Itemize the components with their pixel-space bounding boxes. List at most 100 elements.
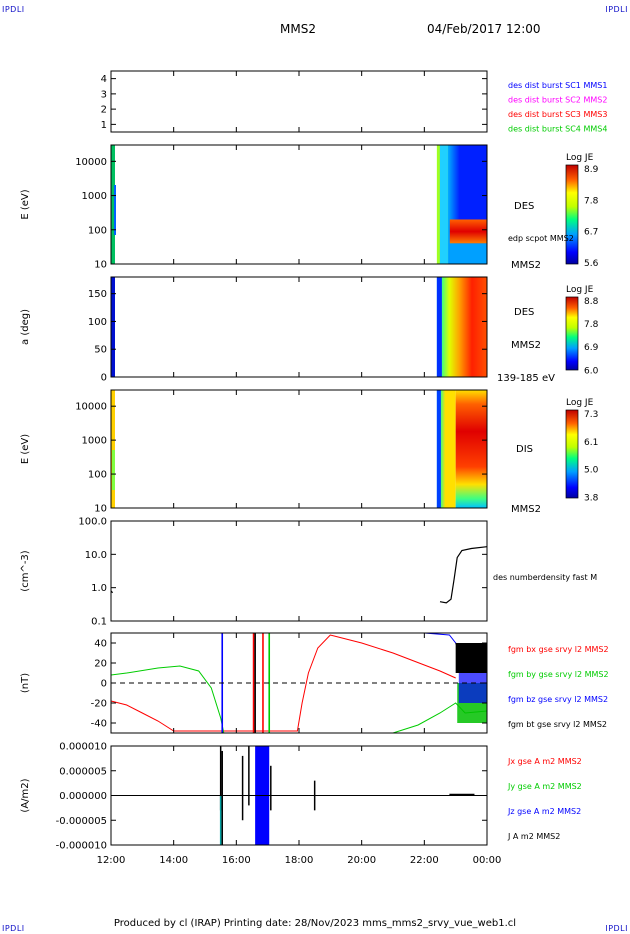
- spacecraft-title: MMS2: [280, 22, 316, 36]
- x-tick-label: 14:00: [159, 855, 188, 866]
- field-noise: [458, 673, 487, 703]
- spectrogram-band: [111, 277, 115, 377]
- y-tick-label: 1.0: [91, 583, 107, 594]
- y-tick-label: 0.000000: [59, 791, 107, 802]
- x-tick-label: 18:00: [285, 855, 314, 866]
- colorbar-tick-label: 6.1: [584, 438, 598, 448]
- y-axis-title: (cm^-3): [20, 550, 31, 591]
- species-label: DIS: [516, 444, 533, 455]
- y-tick-label: -40: [91, 719, 107, 730]
- x-tick-label: 20:00: [347, 855, 376, 866]
- spectrogram-band: [436, 277, 487, 377]
- species-label: DES: [514, 307, 534, 318]
- y-tick-label: 100: [88, 317, 107, 328]
- y-tick-label: 20: [94, 659, 107, 670]
- colorbar-tick-label: 8.9: [584, 165, 599, 175]
- y-tick-label: 150: [88, 289, 107, 300]
- y-tick-label: 4: [101, 74, 107, 85]
- legend-entry: Jx gse A m2 MMS2: [507, 757, 582, 766]
- spectrogram-band: [436, 277, 442, 377]
- legend-entry: des dist burst SC2 MMS2: [508, 96, 607, 105]
- colorbar-tick-label: 6.9: [584, 343, 599, 353]
- panel-frame: [110, 70, 488, 133]
- spectrogram-band: [111, 390, 115, 508]
- y-axis-title: E (eV): [20, 189, 31, 219]
- spectrogram-band: [111, 145, 115, 264]
- colorbar-title: Log JE: [566, 398, 594, 408]
- y-tick-label: 10000: [75, 157, 107, 168]
- field-noise: [455, 643, 487, 673]
- legend-entry: fgm bz gse srvy l2 MMS2: [508, 695, 608, 704]
- spectrogram-band: [112, 450, 115, 490]
- y-tick-label: 0: [101, 679, 107, 690]
- y-tick-label: 100: [88, 470, 107, 481]
- y-tick-label: 1: [101, 120, 107, 131]
- x-tick-label: 12:00: [97, 855, 126, 866]
- date-title: 04/Feb/2017 12:00: [427, 22, 541, 36]
- spectrogram-band: [114, 185, 116, 235]
- spectrogram-band: [455, 390, 487, 508]
- x-tick-label: 00:00: [473, 855, 502, 866]
- y-tick-label: 0.000010: [59, 742, 107, 753]
- corner-label-br: IPDLI: [605, 924, 628, 933]
- legend-entry: Jy gse A m2 MMS2: [507, 782, 582, 791]
- x-tick-label: 16:00: [222, 855, 251, 866]
- legend-entry: des dist burst SC3 MMS3: [508, 110, 607, 119]
- panel-frame: [110, 276, 488, 378]
- footer-credit: Produced by cl (IRAP) Printing date: 28/…: [113, 918, 517, 929]
- colorbar-tick-label: 6.7: [584, 228, 598, 238]
- density-line: [439, 546, 488, 604]
- y-tick-label: 10: [94, 504, 107, 515]
- colorbar-tick-label: 7.3: [584, 410, 598, 420]
- y-axis-title: (nT): [20, 673, 31, 693]
- legend-entry: fgm bx gse srvy l2 MMS2: [508, 645, 609, 654]
- summary-plot: 4 3 2 1 10000 1000 100 10 10000 1000 100 10 150 100 50…: [20, 70, 609, 866]
- colorbar: [565, 164, 579, 265]
- colorbar-tick-label: 3.8: [584, 494, 599, 504]
- species-label: DES: [514, 201, 534, 212]
- y-tick-label: 0.1: [91, 617, 107, 628]
- y-tick-label: 40: [94, 639, 107, 650]
- colorbar-title: Log JE: [566, 153, 594, 163]
- x-tick-label: 22:00: [410, 855, 439, 866]
- legend-entry: des numberdensity fast M: [493, 573, 597, 582]
- legend-entry: fgm bt gse srvy l2 MMS2: [508, 720, 607, 729]
- y-axis-title: a (deg): [20, 309, 31, 345]
- spectrogram-band: [436, 390, 441, 508]
- legend-entry: Jz gse A m2 MMS2: [507, 807, 581, 816]
- legend-entry: J A m2 MMS2: [507, 832, 560, 841]
- colorbar-title: Log JE: [566, 285, 594, 295]
- panel-frame: [110, 389, 488, 509]
- y-tick-label: 100.0: [78, 517, 107, 528]
- y-tick-label: 3: [101, 89, 107, 100]
- field-line: [110, 634, 456, 732]
- colorbar-tick-label: 5.6: [584, 259, 599, 269]
- y-tick-label: -0.000005: [56, 816, 107, 827]
- colorbar-tick-label: 6.0: [584, 366, 599, 376]
- energy-range-label: 139-185 eV: [497, 373, 555, 384]
- colorbar: [565, 296, 579, 371]
- spectrogram-band: [449, 243, 487, 264]
- y-tick-label: 1000: [82, 436, 107, 447]
- y-tick-label: 100: [88, 225, 107, 236]
- spacecraft-label: MMS2: [511, 340, 541, 351]
- legend-entry: des dist burst SC1 MMS1: [508, 81, 607, 90]
- y-axis-title: E (eV): [20, 434, 31, 464]
- y-tick-label: -20: [91, 699, 107, 710]
- y-axis-title: (A/m2): [20, 778, 31, 812]
- y-tick-label: 50: [94, 345, 107, 356]
- legend-entry: fgm by gse srvy l2 MMS2: [508, 670, 609, 679]
- spacecraft-label: MMS2: [511, 260, 541, 271]
- y-tick-label: 0: [101, 373, 107, 384]
- corner-label-tr: IPDLI: [605, 5, 628, 14]
- y-tick-label: 1000: [82, 191, 107, 202]
- y-tick-label: 10.0: [85, 550, 107, 561]
- corner-label-tl: IPDLI: [2, 5, 25, 14]
- panel-frame: [110, 520, 488, 622]
- y-tick-label: 0.000005: [59, 766, 107, 777]
- spectrogram-band: [449, 219, 487, 244]
- colorbar: [565, 409, 579, 499]
- overlay-label: edp scpot MMS2: [508, 234, 574, 243]
- spacecraft-label: MMS2: [511, 504, 541, 515]
- spectrogram-band: [436, 390, 456, 508]
